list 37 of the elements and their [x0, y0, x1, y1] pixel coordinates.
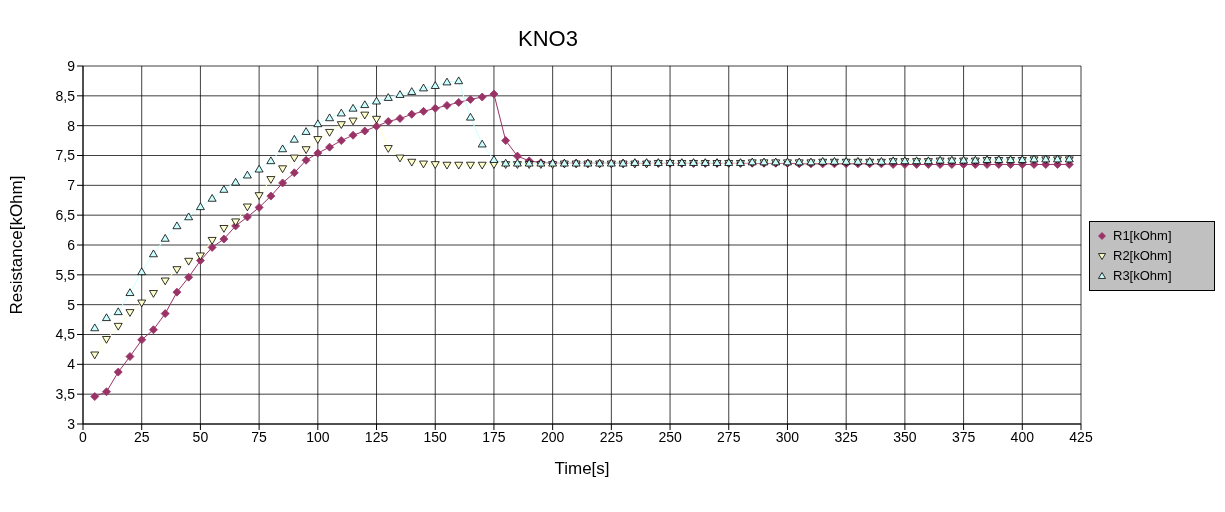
x-tick-label: 200 — [540, 428, 565, 445]
legend-label: R2[kOhm] — [1113, 247, 1172, 265]
y-tick-label: 9 — [67, 57, 76, 74]
y-tick-label: 3 — [67, 415, 76, 432]
y-tick-label: 6,5 — [55, 207, 76, 224]
x-tick-label: 325 — [834, 428, 859, 445]
y-tick-label: 4,5 — [55, 326, 76, 343]
y-tick-label: 8,5 — [55, 87, 76, 104]
x-tick-label: 350 — [893, 428, 917, 445]
x-tick-label: 175 — [482, 428, 506, 445]
y-tick-label: 6 — [67, 236, 76, 253]
y-tick-label: 7 — [67, 177, 76, 194]
x-tick-label: 300 — [775, 428, 800, 445]
y-tick-label: 5,5 — [55, 266, 76, 283]
x-tick-label: 75 — [251, 428, 268, 445]
x-tick-label: 425 — [1069, 428, 1093, 445]
chart-title: KNO3 — [517, 26, 579, 52]
x-axis-title: Time[s] — [554, 459, 610, 478]
x-tick-label: 275 — [717, 428, 741, 445]
x-tick-label: 125 — [364, 428, 389, 445]
x-tick-label: 25 — [133, 428, 150, 445]
x-tick-label: 50 — [192, 428, 209, 445]
legend-label: R1[kOhm] — [1113, 227, 1172, 245]
y-axis-title: Resistance[kOhm] — [7, 175, 27, 315]
y-tick-label: 8 — [67, 117, 76, 134]
x-tick-label: 400 — [1010, 428, 1035, 445]
legend-label: R3[kOhm] — [1113, 267, 1172, 285]
x-tick-label: 100 — [306, 428, 330, 445]
x-tick-label: 0 — [79, 428, 88, 445]
y-tick-label: 3,5 — [55, 386, 76, 403]
y-tick-label: 4 — [67, 356, 76, 373]
x-tick-label: 225 — [599, 428, 624, 445]
y-tick-label: 7,5 — [55, 147, 76, 164]
x-tick-label: 150 — [423, 428, 448, 445]
x-tick-label: 250 — [658, 428, 682, 445]
y-tick-label: 5 — [67, 296, 76, 313]
x-tick-label: 375 — [951, 428, 976, 445]
